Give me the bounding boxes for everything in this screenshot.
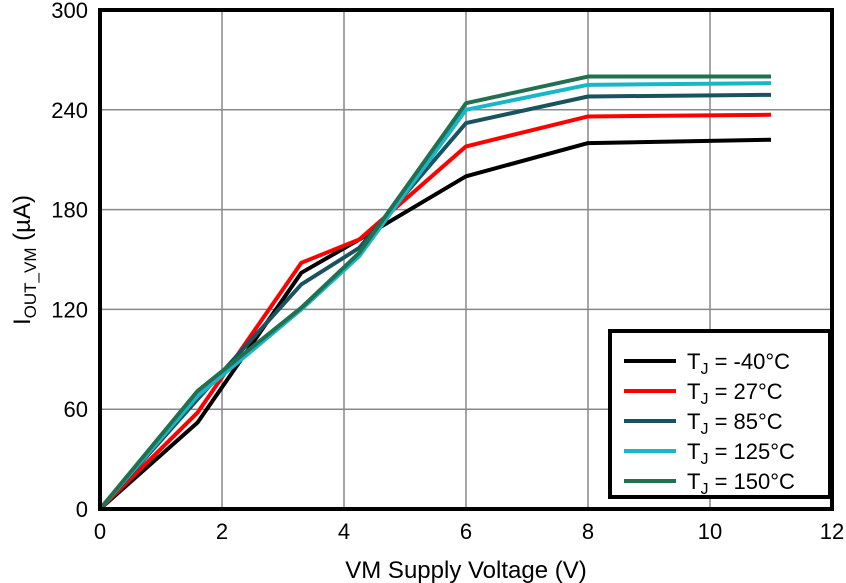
legend-label: TJ = 85°C xyxy=(687,409,783,438)
legend-label: TJ = 125°C xyxy=(687,439,795,468)
legend-label: TJ = -40°C xyxy=(687,349,790,378)
x-tick-label: 0 xyxy=(94,519,106,544)
x-tick-label: 6 xyxy=(460,519,472,544)
series-line xyxy=(98,92,772,511)
legend: TJ = -40°CTJ = 27°CTJ = 85°CTJ = 125°CTJ… xyxy=(608,329,832,499)
y-tick-label: 300 xyxy=(51,0,88,23)
y-tick-label: 0 xyxy=(76,497,88,522)
x-tick-label: 10 xyxy=(698,519,722,544)
series-line xyxy=(98,112,772,511)
x-tick-label: 4 xyxy=(338,519,350,544)
x-axis-label: VM Supply Voltage (V) xyxy=(345,557,586,583)
legend-label: TJ = 27°C xyxy=(687,379,783,408)
x-tick-labels: 0 2 4 6 8 10 12 xyxy=(94,519,844,544)
y-tick-label: 60 xyxy=(64,397,88,422)
y-tick-labels: 0 60 120 180 240 300 xyxy=(51,0,88,522)
series-line xyxy=(98,74,771,511)
x-tick-label: 8 xyxy=(582,519,594,544)
x-tick-label: 2 xyxy=(216,519,228,544)
y-tick-label: 120 xyxy=(51,297,88,322)
series-line xyxy=(98,81,772,511)
series-lines xyxy=(98,74,772,511)
plot-frame xyxy=(98,8,834,511)
y-axis-label: IOUT_VM (µA) xyxy=(9,195,40,325)
y-tick-label: 180 xyxy=(51,198,88,223)
y-tick-label: 240 xyxy=(51,98,88,123)
x-tick-label: 12 xyxy=(820,519,844,544)
legend-label: TJ = 150°C xyxy=(687,469,795,498)
legend-box xyxy=(608,329,832,499)
